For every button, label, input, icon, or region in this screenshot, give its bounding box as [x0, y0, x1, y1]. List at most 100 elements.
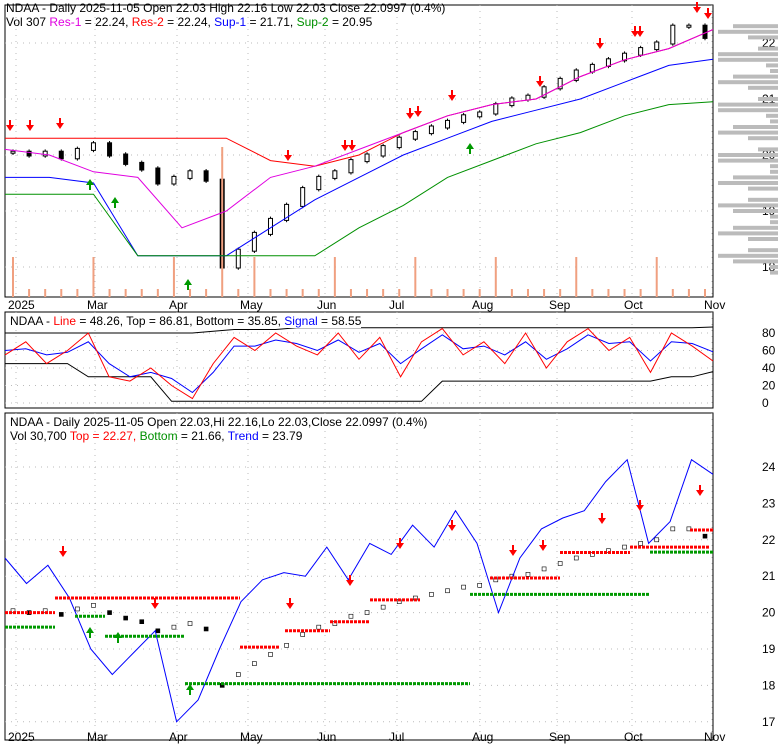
- buy-arrow-icon: [466, 143, 474, 154]
- stoch-bottom-line: [5, 363, 714, 402]
- volume-bar: [591, 289, 594, 297]
- candle: [90, 142, 96, 151]
- candle-p3: [91, 603, 96, 608]
- volume-profile-bar: [733, 225, 778, 230]
- sell-arrow-icon: [539, 540, 547, 551]
- volume-profile-bar: [733, 24, 778, 29]
- sup2-value: = 20.95: [328, 15, 373, 29]
- candle: [396, 136, 402, 149]
- signal-value: = 58.55: [317, 314, 362, 328]
- candle-p3: [525, 572, 531, 577]
- volume-bar: [172, 257, 175, 297]
- candle: [364, 153, 370, 163]
- sell-arrow-icon: [406, 108, 414, 119]
- volume-bar: [124, 289, 127, 297]
- volume-profile-bar: [758, 97, 778, 101]
- volume-bar: [60, 289, 63, 297]
- sell-arrow-icon: [598, 513, 606, 524]
- x-tick-label: Apr: [169, 730, 188, 744]
- candle: [187, 170, 193, 179]
- candle-p3: [622, 544, 627, 550]
- sell-arrow-icon: [151, 598, 159, 609]
- volume-profile-bar: [718, 181, 778, 185]
- candle: [171, 175, 177, 185]
- candle-p3: [670, 526, 676, 532]
- candle-p3: [268, 652, 273, 657]
- res2-label: Res-2: [131, 15, 164, 29]
- buy-arrow-icon: [186, 684, 194, 695]
- candle-p3: [702, 533, 708, 539]
- volume-profile-bar: [718, 130, 778, 135]
- panel2-ticker: NDAA -: [10, 314, 54, 328]
- sup1-label: Sup-1: [214, 15, 247, 29]
- volume-bar: [44, 289, 47, 297]
- volume-profile-bar: [758, 46, 778, 51]
- y-tick-label: 18: [762, 678, 776, 692]
- candle: [557, 77, 563, 90]
- sell-arrow-icon: [346, 575, 354, 586]
- volume-bar: [349, 289, 352, 297]
- x-tick-label: Jun: [317, 730, 336, 744]
- volume-bar: [285, 289, 288, 297]
- candle: [445, 119, 451, 129]
- candle: [380, 145, 386, 157]
- volume-profile-bar: [718, 102, 778, 107]
- volume-bar: [478, 289, 481, 297]
- volume-profile-bar: [758, 147, 778, 152]
- candle: [316, 175, 322, 191]
- bottom-label: Bottom: [139, 429, 178, 443]
- buy-arrow-icon: [86, 627, 94, 638]
- volume-bar: [446, 289, 449, 297]
- volume-bar: [430, 289, 433, 297]
- panel2-values: = 48.26, Top = 86.81, Bottom = 35.85,: [76, 314, 285, 328]
- candle: [235, 248, 241, 269]
- volume-bar: [526, 289, 529, 297]
- sell-arrow-icon: [26, 120, 34, 131]
- x-tick-label: Apr: [169, 298, 188, 312]
- candle: [412, 131, 418, 140]
- x-tick-label: Nov: [704, 730, 725, 744]
- candle-p3: [300, 632, 305, 637]
- volume-profile-bar: [770, 69, 778, 73]
- volume-bar: [221, 147, 224, 297]
- trend-label: Trend: [227, 429, 259, 443]
- y-tick-label: 22: [762, 533, 776, 547]
- sell-arrow-icon: [636, 500, 644, 511]
- volume-profile-bar: [770, 270, 778, 275]
- volume-bar: [607, 289, 610, 297]
- volume-bar: [333, 257, 336, 297]
- candle-p3: [123, 615, 128, 621]
- panel1-title: NDAA - Daily 2025-11-05 Open 22.03 High …: [6, 1, 446, 15]
- sup1-value: = 21.71,: [246, 15, 297, 29]
- volume-profile-bar: [748, 248, 778, 253]
- candle-p3: [139, 619, 145, 625]
- volume-profile-bar: [770, 214, 778, 219]
- volume-bar: [543, 289, 546, 297]
- volume-profile-bar: [718, 29, 778, 34]
- volume-profile-bar: [718, 231, 778, 236]
- candle: [461, 114, 467, 123]
- panel3-volume: Vol 30,700: [10, 429, 70, 443]
- y-tick-label: 19: [762, 642, 776, 656]
- y-tick-label: 23: [762, 496, 776, 510]
- candle: [42, 150, 48, 157]
- volume-bar: [301, 289, 304, 297]
- sell-arrow-icon: [448, 90, 456, 101]
- res1-line: [4, 29, 714, 229]
- candle: [58, 150, 64, 160]
- volume-bar: [494, 257, 497, 297]
- candle: [74, 147, 80, 160]
- trend-value: = 23.79: [258, 429, 303, 443]
- candle: [493, 103, 499, 115]
- volume-profile-bar: [766, 113, 778, 118]
- sell-arrow-icon: [448, 520, 456, 531]
- candle: [123, 153, 129, 165]
- volume-profile-bar: [770, 119, 778, 124]
- volume-profile-bar: [770, 164, 778, 169]
- volume-profile-bar: [718, 80, 778, 85]
- panel1-header: NDAA - Daily 2025-11-05 Open 22.03 High …: [6, 1, 445, 29]
- volume-profile-bar: [733, 74, 778, 79]
- candle: [203, 170, 209, 182]
- volume-bar: [366, 289, 369, 297]
